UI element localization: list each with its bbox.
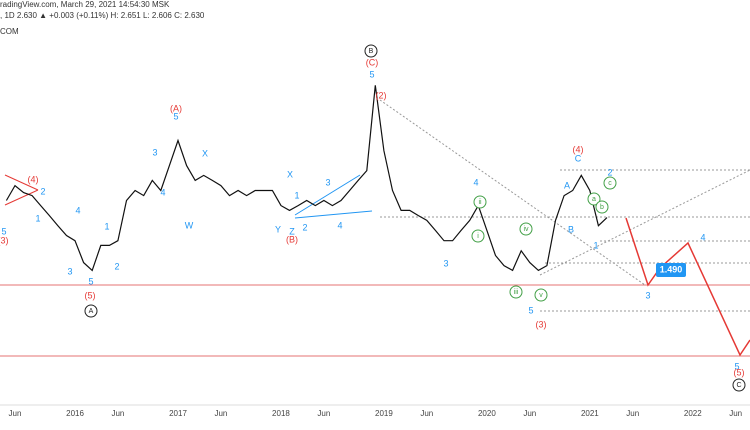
wave-label: A <box>89 308 94 315</box>
wave-label: B <box>568 224 574 234</box>
wave-circle <box>471 229 485 243</box>
header-quote: , 1D 2.630 ▲ +0.003 (+0.11%) H: 2.651 L:… <box>0 11 205 20</box>
wave-label: (3) <box>536 319 547 329</box>
wave-label: Y <box>275 224 281 234</box>
wave-label: 1 <box>294 190 299 200</box>
wave-label: (4) <box>28 174 39 184</box>
wedge-lines <box>4 174 39 206</box>
wave-label: (B) <box>286 234 298 244</box>
wave-label: 3 <box>67 266 72 276</box>
wave-label: 4 <box>337 220 342 230</box>
triangle-lines <box>294 174 373 219</box>
wave-label: X <box>202 148 208 158</box>
wave-circle <box>732 378 746 392</box>
wave-label: (C) <box>366 57 379 67</box>
wave-label: C <box>575 153 582 163</box>
wave-label: B <box>369 48 374 55</box>
x-tick-label: 2018 <box>272 409 290 418</box>
wave-label: 5 <box>173 111 178 121</box>
wave-label: (4) <box>573 144 584 154</box>
wave-circle <box>509 285 523 299</box>
wave-label: 3 <box>152 147 157 157</box>
x-tick-label: 2021 <box>581 409 599 418</box>
price-line <box>5 85 608 272</box>
guide-lines <box>379 99 750 312</box>
x-tick-label: Jun <box>111 409 124 418</box>
wave-label: 4 <box>700 232 705 242</box>
wave-label: 2 <box>40 186 45 196</box>
wave-label: Z <box>289 226 295 236</box>
wave-circle <box>595 200 609 214</box>
price-label: 1.490 <box>660 264 683 274</box>
wave-label: (2) <box>376 90 387 100</box>
wave-label: 5 <box>88 276 93 286</box>
wave-circle <box>603 176 617 190</box>
wave-label: 5 <box>528 305 533 315</box>
wave-label: ii <box>478 199 482 206</box>
wave-label: 5 <box>369 69 374 79</box>
x-tick-label: Jun <box>317 409 330 418</box>
wave-label: 5 <box>734 361 739 371</box>
wave-label: 2 <box>114 261 119 271</box>
wave-label: A <box>564 180 570 190</box>
wave-label: 1 <box>104 221 109 231</box>
wave-label: (5) <box>734 367 745 377</box>
wave-label: 3 <box>443 258 448 268</box>
x-tick-label: 2022 <box>684 409 702 418</box>
wave-label: 3 <box>325 177 330 187</box>
wave-circle <box>519 222 533 236</box>
wave-circle <box>473 195 487 209</box>
header-symbol: COM <box>0 27 19 36</box>
header-source: radingView.com, March 29, 2021 14:54:30 … <box>0 0 170 9</box>
x-tick-label: Jun <box>729 409 742 418</box>
wave-label: 1 <box>35 213 40 223</box>
wave-label: (5) <box>85 290 96 300</box>
wave-label: 5 <box>1 226 6 236</box>
wave-circle <box>534 288 548 302</box>
wave-label: iv <box>523 226 529 233</box>
wave-circle <box>84 304 98 318</box>
wave-label: 4 <box>75 205 80 215</box>
wave-label: 2 <box>302 222 307 232</box>
wave-label: W <box>185 220 194 230</box>
wave-label: 4 <box>473 177 478 187</box>
price-label-box <box>656 263 686 277</box>
wave-label: (A) <box>170 103 182 113</box>
x-tick-label: Jun <box>523 409 536 418</box>
x-tick-label: Jun <box>214 409 227 418</box>
wave-label: v <box>539 292 543 299</box>
x-tick-label: Jun <box>420 409 433 418</box>
wave-label: b <box>600 204 604 211</box>
wave-label: 4 <box>160 187 165 197</box>
wave-label: X <box>287 169 293 179</box>
wave-circle <box>587 192 601 206</box>
wave-circle <box>364 44 378 58</box>
x-tick-label: 2020 <box>478 409 496 418</box>
wave-label: (3) <box>0 235 9 245</box>
wave-label: i <box>477 233 479 240</box>
wave-label: c <box>608 180 612 187</box>
wave-label: C <box>736 382 741 389</box>
x-tick-label: 2017 <box>169 409 187 418</box>
wave-label: 3 <box>645 290 650 300</box>
wave-label: 2 <box>607 167 612 177</box>
wave-label: 1 <box>593 240 598 250</box>
x-tick-label: 2019 <box>375 409 393 418</box>
wave-label: iii <box>514 289 519 296</box>
wave-label: a <box>592 196 596 203</box>
x-tick-label: Jun <box>9 409 22 418</box>
x-tick-label: 2016 <box>66 409 84 418</box>
x-tick-label: Jun <box>626 409 639 418</box>
projection-path <box>625 217 750 357</box>
